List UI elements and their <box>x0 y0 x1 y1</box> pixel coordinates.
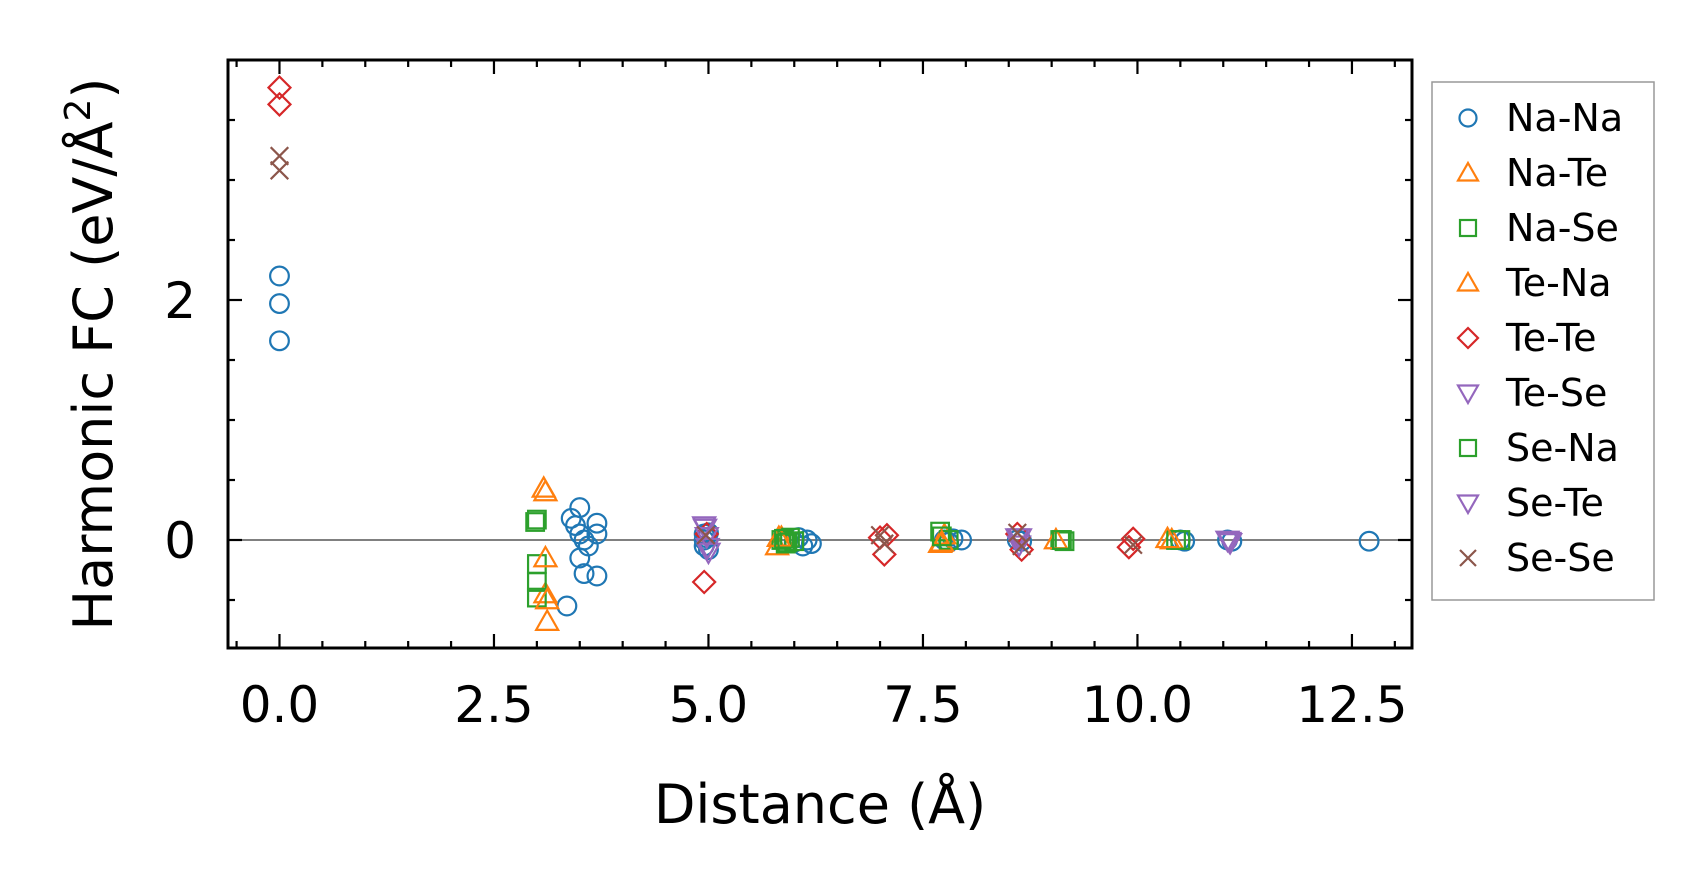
legend-label-se-na: Se-Na <box>1506 426 1619 470</box>
legend-entry-se-se: Se-Se <box>1459 536 1615 580</box>
point-se-na <box>931 526 952 547</box>
data-marks <box>266 75 1380 631</box>
point-se-se <box>1012 536 1032 556</box>
point-se-se <box>1123 535 1143 555</box>
legend-marker-te-na <box>1456 270 1480 292</box>
x-tick-label: 7.5 <box>883 676 963 734</box>
legend: Na-Na Na-Te Na-Se Te-Na Te-Te Te-Se Se-Na Se-Te… <box>1431 81 1655 601</box>
y-tick-label: 0 <box>164 512 196 570</box>
legend-label-na-se: Na-Se <box>1506 206 1619 250</box>
point-te-se <box>1006 535 1032 559</box>
point-se-se <box>269 146 290 166</box>
point-na-na <box>586 523 608 545</box>
point-se-se <box>1007 523 1027 543</box>
point-na-na <box>586 512 608 534</box>
x-tick-label: 5.0 <box>669 676 749 734</box>
legend-entry-te-te: Te-Te <box>1456 316 1597 360</box>
y-tick-label: 2 <box>164 272 196 330</box>
y-axis-label-main: Harmonic FC (eV/Å <box>61 121 125 630</box>
y-tick-labels: 02 <box>164 272 196 570</box>
legend-label-se-te: Se-Te <box>1506 481 1604 525</box>
point-se-na <box>774 528 794 549</box>
point-se-na <box>525 512 546 532</box>
point-na-se <box>938 530 959 550</box>
point-te-na <box>1154 525 1181 549</box>
point-te-na <box>530 475 557 498</box>
legend-marker-na-na <box>1458 108 1478 128</box>
legend-label-na-na: Na-Na <box>1506 96 1623 140</box>
x-tick-label: 10.0 <box>1082 676 1193 734</box>
legend-label-te-te: Te-Te <box>1505 316 1597 360</box>
point-te-te <box>266 75 293 101</box>
legend-label-se-se: Se-Se <box>1506 536 1615 580</box>
point-te-te <box>1116 534 1142 560</box>
series-se-se <box>269 146 1143 556</box>
point-se-na <box>1052 530 1072 550</box>
point-te-na <box>534 586 561 610</box>
legend-entry-na-te: Na-Te <box>1456 151 1608 195</box>
y-axis-label: Harmonic FC (eV/Å2) <box>58 78 125 631</box>
point-se-te <box>694 537 721 561</box>
legend-marker-na-te <box>1456 160 1480 182</box>
series-te-se <box>691 516 1244 566</box>
point-se-se <box>696 525 716 545</box>
legend-entry-te-se: Te-Se <box>1456 371 1607 415</box>
point-te-se <box>693 527 720 550</box>
point-te-se <box>695 542 722 566</box>
legend-frame <box>1431 81 1655 601</box>
point-se-se <box>874 534 894 554</box>
y-axis-label-close: ) <box>62 78 125 99</box>
point-se-te <box>1216 531 1243 555</box>
legend-entry-se-na: Se-Na <box>1458 426 1619 470</box>
legend-marker-te-se <box>1456 384 1480 406</box>
legend-entry-na-na: Na-Na <box>1458 96 1623 140</box>
point-na-na <box>698 539 719 561</box>
point-na-na <box>569 497 591 519</box>
point-na-se <box>526 509 547 530</box>
point-se-se <box>269 160 290 180</box>
legend-marker-na-se <box>1458 218 1478 238</box>
legend-label-na-te: Na-Te <box>1506 151 1608 195</box>
legend-marker-te-te <box>1456 326 1480 350</box>
point-na-na <box>269 265 290 287</box>
plot-frame <box>226 58 1414 650</box>
x-tick-label: 12.5 <box>1296 676 1407 734</box>
point-na-se <box>1054 531 1075 552</box>
point-na-se <box>784 531 805 552</box>
series-se-na <box>525 512 1072 553</box>
point-te-te <box>691 569 717 595</box>
point-na-na <box>586 565 608 587</box>
legend-marker-se-se <box>1459 549 1477 567</box>
series-na-se <box>526 509 1191 608</box>
point-te-te <box>266 91 293 117</box>
point-na-se <box>1170 530 1191 550</box>
x-tick-label: 2.5 <box>454 676 534 734</box>
point-te-te <box>1120 526 1146 552</box>
legend-entry-te-na: Te-Na <box>1456 261 1612 305</box>
y-axis-label-superscript: 2 <box>58 99 99 122</box>
legend-label-te-na: Te-Na <box>1505 261 1612 305</box>
x-axis-label: Distance (Å) <box>654 772 986 836</box>
point-na-se <box>526 572 547 592</box>
point-na-na <box>269 293 290 315</box>
point-na-na <box>269 330 290 352</box>
legend-label-te-se: Te-Se <box>1505 371 1607 415</box>
point-na-na <box>1358 530 1380 552</box>
legend-marker-se-na <box>1458 438 1478 458</box>
point-na-na <box>573 563 595 585</box>
point-se-na <box>777 532 798 553</box>
legend-marker-se-te <box>1456 494 1480 516</box>
point-na-na <box>573 529 595 551</box>
legend-entry-se-te: Se-Te <box>1456 481 1604 525</box>
point-na-te <box>534 608 561 631</box>
x-tick-labels: 0.0 2.5 5.0 7.5 10.0 12.5 <box>240 676 1408 734</box>
point-te-na <box>928 529 955 552</box>
point-te-na <box>532 544 559 568</box>
x-tick-label: 0.0 <box>240 676 320 734</box>
legend-entry-na-se: Na-Se <box>1458 206 1619 250</box>
